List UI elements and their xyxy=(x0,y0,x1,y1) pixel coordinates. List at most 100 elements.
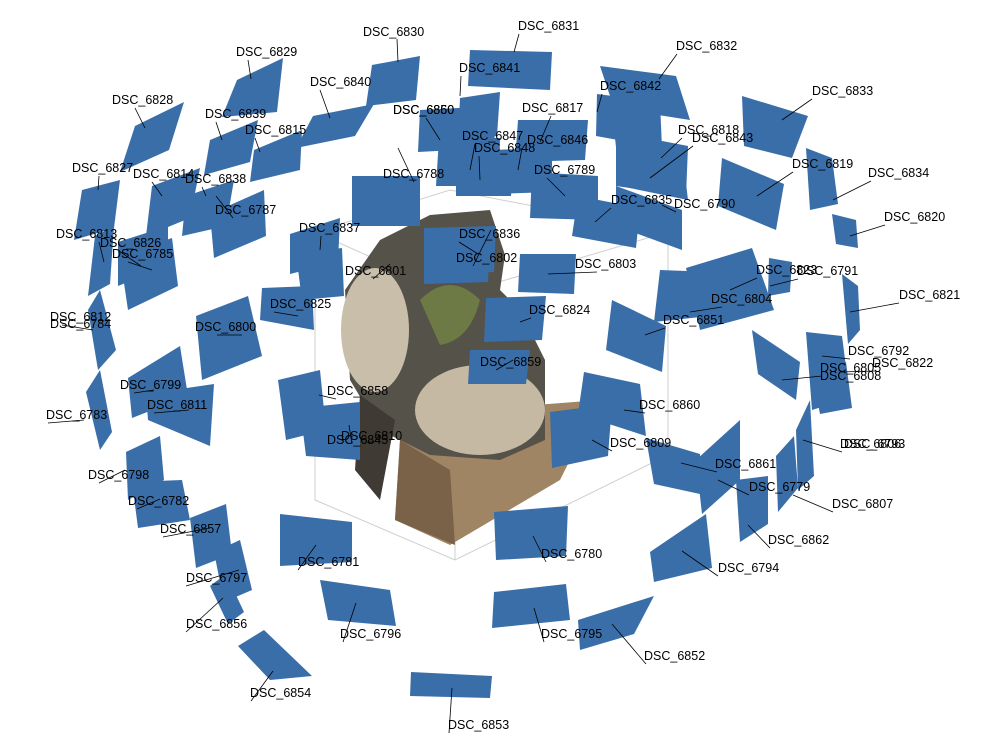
camera-label-dsc-6814: DSC_6814 xyxy=(133,167,194,181)
camera-frustum-dsc-6806[interactable] xyxy=(796,400,814,490)
leader-line-dsc-6780 xyxy=(532,535,547,563)
camera-frustum-dsc-6848[interactable] xyxy=(456,154,514,196)
leader-line-dsc-6842 xyxy=(596,93,603,113)
leader-line-dsc-6838 xyxy=(201,186,207,197)
camera-frustum-dsc-6828[interactable] xyxy=(120,102,184,172)
leader-line-dsc-6789 xyxy=(546,177,566,197)
camera-frustum-dsc-6790[interactable] xyxy=(616,186,682,250)
camera-label-dsc-6794: DSC_6794 xyxy=(718,561,779,575)
camera-frustum-dsc-6861[interactable] xyxy=(646,438,700,494)
camera-frustum-dsc-6805[interactable] xyxy=(752,330,800,400)
camera-frustum-dsc-6815[interactable] xyxy=(250,130,302,182)
camera-label-dsc-6806: DSC_6806 xyxy=(840,437,901,451)
camera-label-dsc-6861: DSC_6861 xyxy=(715,457,776,471)
camera-frustum-dsc-6827[interactable] xyxy=(74,180,120,240)
camera-frustum-dsc-6813[interactable] xyxy=(88,226,114,296)
leader-line-dsc-6856 xyxy=(185,597,224,633)
leader-line-dsc-6841 xyxy=(459,75,462,97)
camera-label-dsc-6860: DSC_6860 xyxy=(393,103,454,117)
leader-line-dsc-6857 xyxy=(162,527,211,538)
camera-frustum-dsc-6783[interactable] xyxy=(86,370,112,450)
camera-frustum-dsc-6788[interactable] xyxy=(352,176,420,226)
leader-line-dsc-6788 xyxy=(397,147,415,183)
camera-label-dsc-6784: DSC_6784 xyxy=(50,317,111,331)
camera-frustum-dsc-6840[interactable] xyxy=(296,104,374,148)
camera-label-dsc-6836: DSC_6836 xyxy=(459,227,520,241)
camera-frustum-dsc-6843[interactable] xyxy=(616,132,688,196)
camera-label-dsc-6835: DSC_6835 xyxy=(611,193,672,207)
leader-line-dsc-6823 xyxy=(729,277,758,291)
leader-line-dsc-6779 xyxy=(717,479,750,496)
camera-frustum-dsc-6830[interactable] xyxy=(366,56,420,106)
camera-frustum-dsc-6785[interactable] xyxy=(120,238,178,310)
camera-frustum-dsc-6795[interactable] xyxy=(492,584,570,628)
camera-frustum-dsc-6811[interactable] xyxy=(146,384,214,446)
camera-frustum-dsc-6821[interactable] xyxy=(842,274,860,344)
leader-line-dsc-6812 xyxy=(61,324,94,331)
camera-frustum-dsc-6824[interactable] xyxy=(484,296,546,342)
camera-frustum-dsc-6839[interactable] xyxy=(204,120,258,175)
leader-line-dsc-6815 xyxy=(254,137,261,153)
camera-frustum-dsc-6782[interactable] xyxy=(132,480,190,528)
camera-frustum-dsc-6851[interactable] xyxy=(606,300,666,372)
camera-label-dsc-6837: DSC_6837 xyxy=(299,221,360,235)
camera-label-dsc-6779: DSC_6779 xyxy=(749,480,810,494)
camera-label-dsc-6810: DSC_6810 xyxy=(341,429,402,443)
camera-label-dsc-6807: DSC_6807 xyxy=(832,497,893,511)
camera-frustum-dsc-6834[interactable] xyxy=(806,148,838,210)
leader-line-dsc-6792 xyxy=(821,355,851,360)
camera-frustum-dsc-6831[interactable] xyxy=(468,50,552,90)
camera-frustum-dsc-6810[interactable] xyxy=(300,402,360,460)
camera-frustum-dsc-6791[interactable] xyxy=(768,258,792,296)
camera-frustum-dsc-6812[interactable] xyxy=(88,290,116,370)
camera-frustum-dsc-6819[interactable] xyxy=(718,158,784,230)
camera-label-dsc-6797: DSC_6797 xyxy=(186,571,247,585)
leader-line-dsc-6805 xyxy=(781,375,823,381)
camera-frustum-dsc-6809[interactable] xyxy=(550,404,612,468)
camera-frustum-dsc-6807[interactable] xyxy=(776,436,798,512)
leader-line-dsc-6787 xyxy=(215,195,234,219)
camera-frustum-dsc-6820[interactable] xyxy=(832,214,858,248)
camera-frustum-dsc-6859[interactable] xyxy=(468,350,530,384)
camera-label-dsc-6780: DSC_6780 xyxy=(541,547,602,561)
camera-frustum-dsc-6825[interactable] xyxy=(260,286,314,330)
camera-frustum-dsc-6780[interactable] xyxy=(494,506,568,560)
camera-frustum-dsc-6854[interactable] xyxy=(238,630,312,680)
camera-frustum-dsc-6803[interactable] xyxy=(518,254,576,294)
camera-label-dsc-6860: DSC_6860 xyxy=(639,398,700,412)
camera-frustum-dsc-6800[interactable] xyxy=(196,296,262,380)
leader-line-dsc-6836 xyxy=(458,241,479,255)
camera-frustum-dsc-6802[interactable] xyxy=(424,234,490,284)
camera-label-dsc-6792: DSC_6792 xyxy=(848,344,909,358)
camera-frustum-dsc-6842[interactable] xyxy=(596,94,662,148)
leader-line-dsc-6801 xyxy=(372,263,391,280)
camera-label-dsc-6811: DSC_6811 xyxy=(147,398,207,412)
leader-line-dsc-6803 xyxy=(547,271,598,275)
camera-frustum-dsc-6853[interactable] xyxy=(410,672,492,698)
leader-line-dsc-6830 xyxy=(396,38,399,63)
camera-frustum-dsc-6794[interactable] xyxy=(650,514,712,582)
camera-label-dsc-6801: DSC_6801 xyxy=(345,264,406,278)
camera-label-dsc-6808: DSC_6808 xyxy=(820,369,881,383)
camera-label-dsc-6829: DSC_6829 xyxy=(236,45,297,59)
camera-label-dsc-6833: DSC_6833 xyxy=(812,84,873,98)
camera-frustum-dsc-6779[interactable] xyxy=(696,420,740,514)
camera-label-dsc-6852: DSC_6852 xyxy=(644,649,705,663)
camera-label-dsc-6859: DSC_6859 xyxy=(480,355,541,369)
camera-frustum-dsc-6796[interactable] xyxy=(320,580,396,626)
camera-frustum-dsc-6852[interactable] xyxy=(578,596,654,650)
camera-label-dsc-6856: DSC_6856 xyxy=(186,617,247,631)
camera-frustum-dsc-6822[interactable] xyxy=(808,352,852,414)
camera-label-dsc-6840: DSC_6840 xyxy=(310,75,371,89)
camera-frustum-dsc-6804[interactable] xyxy=(654,270,712,322)
camera-label-dsc-6846: DSC_6846 xyxy=(527,133,588,147)
camera-frustum-dsc-6829[interactable] xyxy=(222,58,283,117)
leader-line-dsc-6846 xyxy=(517,147,523,171)
camera-frustum-dsc-6787[interactable] xyxy=(210,190,266,258)
camera-frustum-dsc-6856[interactable] xyxy=(210,574,244,624)
camera-frustum-dsc-6781[interactable] xyxy=(280,514,352,566)
camera-frustums xyxy=(74,50,860,698)
camera-frustum-dsc-6833[interactable] xyxy=(742,96,808,158)
